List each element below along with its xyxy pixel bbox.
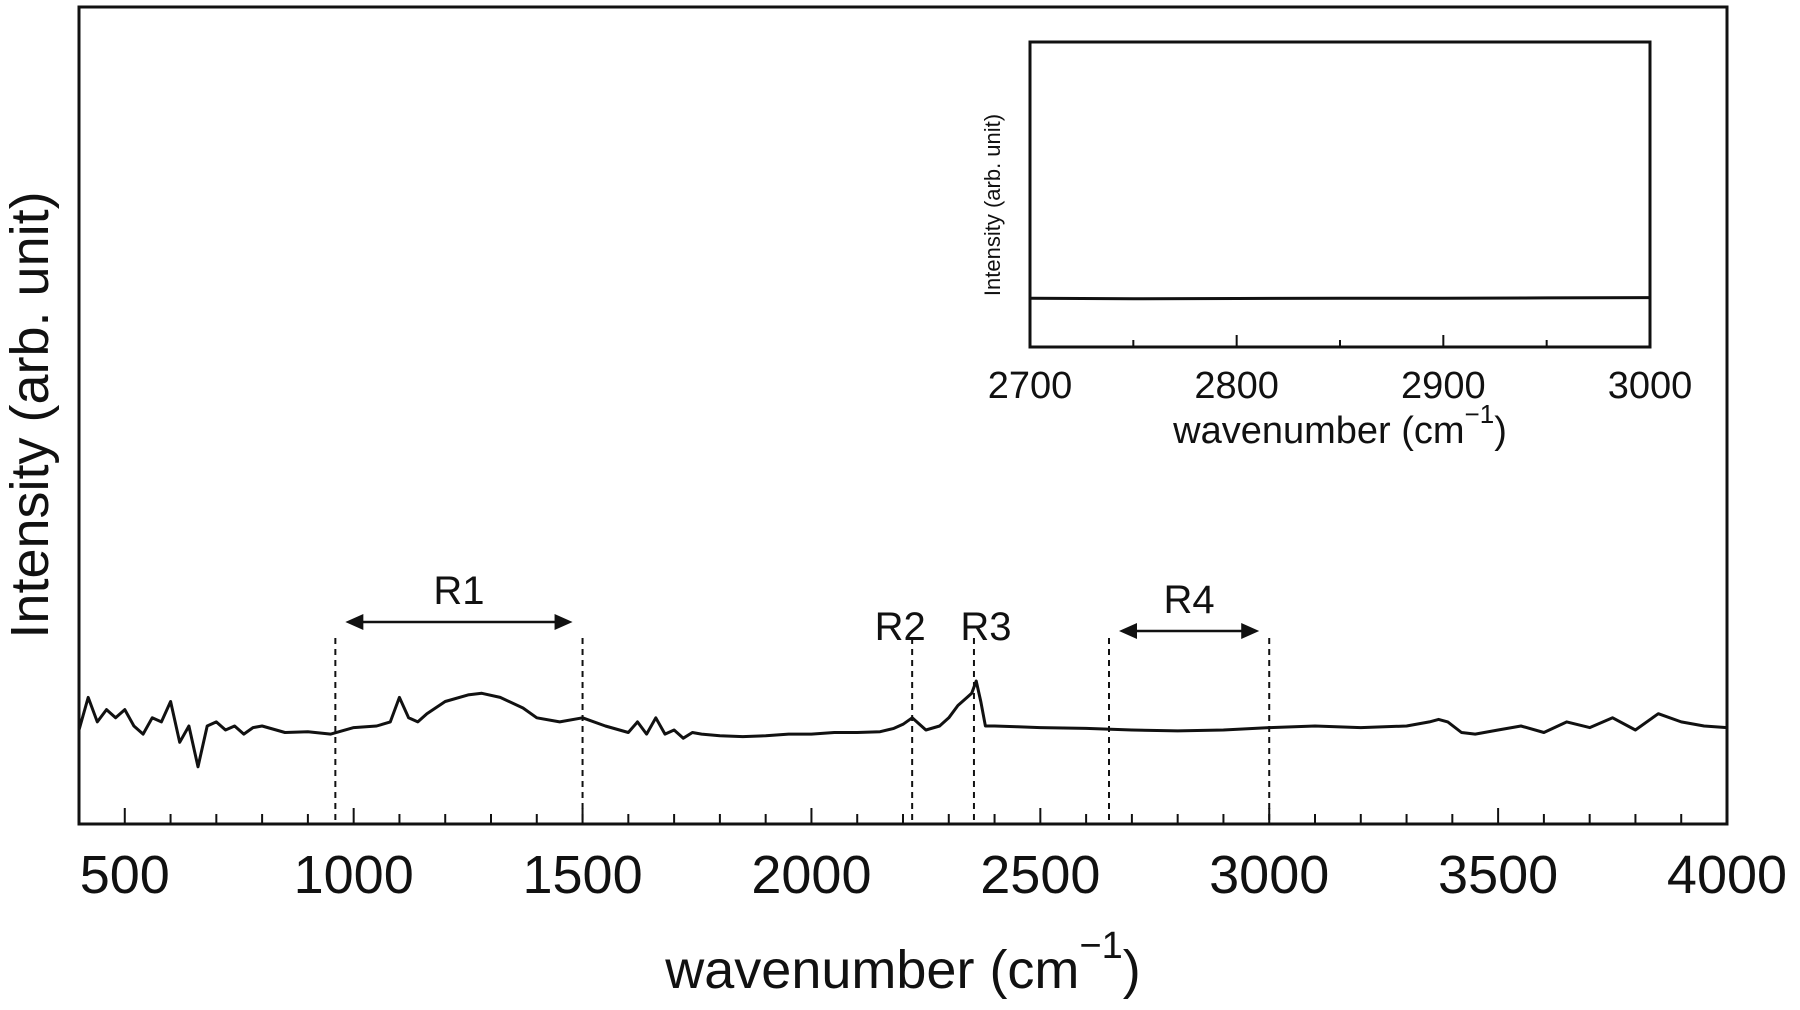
x-axis-label: wavenumber (cm−1)	[664, 925, 1140, 1000]
x-tick-label: 3000	[1209, 845, 1329, 905]
main-x-ticks	[78, 808, 1728, 824]
region-arrowhead-left	[345, 614, 364, 630]
inset-x-axis-label-text: wavenumber (cm	[1172, 410, 1464, 452]
x-axis-label-superscript: −1	[1079, 925, 1122, 967]
region-markers: R1 R2 R3 R4	[334, 569, 1271, 824]
inset-x-tick-label: 2800	[1194, 365, 1279, 407]
region-label-r2: R2	[875, 605, 926, 649]
y-axis-label: Intensity (arb. unit)	[0, 191, 60, 638]
x-tick-label: 4000	[1667, 845, 1787, 905]
region-arrowhead-right	[554, 614, 573, 630]
inset-x-axis-label: wavenumber (cm−1)	[1172, 399, 1507, 452]
inset-x-tick-labels: 2700 2800 2900 3000	[988, 365, 1693, 407]
inset-x-tick-label: 3000	[1608, 365, 1693, 407]
inset-x-axis-label-superscript: −1	[1465, 399, 1495, 429]
inset-x-ticks	[1029, 335, 1651, 347]
x-tick-label: 2000	[751, 845, 871, 905]
inset-x-tick-label: 2700	[988, 365, 1073, 407]
x-tick-label: 1000	[294, 845, 414, 905]
main-spectrum-line	[77, 679, 1728, 769]
region-label-r4: R4	[1164, 578, 1215, 622]
region-label-r3: R3	[960, 605, 1011, 649]
region-arrowhead-right	[1241, 623, 1260, 639]
region-label-r1: R1	[433, 569, 484, 613]
inset-spectrum-line	[1029, 296, 1651, 301]
x-tick-label: 1500	[522, 845, 642, 905]
inset-plot-frame	[1028, 40, 1652, 349]
inset-x-axis-label-close: )	[1494, 410, 1507, 452]
main-x-tick-labels: 500 1000 1500 2000 2500 3000 3500 4000	[80, 845, 1787, 905]
x-axis-label-text: wavenumber (cm	[664, 940, 1079, 1000]
inset-y-axis-label: Intensity (arb. unit)	[980, 114, 1005, 296]
x-tick-label: 500	[80, 845, 170, 905]
x-tick-label: 3500	[1438, 845, 1558, 905]
region-arrowhead-left	[1119, 623, 1137, 639]
x-axis-label-close: )	[1123, 940, 1141, 1000]
inset-x-tick-label: 2900	[1401, 365, 1486, 407]
x-tick-label: 2500	[980, 845, 1100, 905]
